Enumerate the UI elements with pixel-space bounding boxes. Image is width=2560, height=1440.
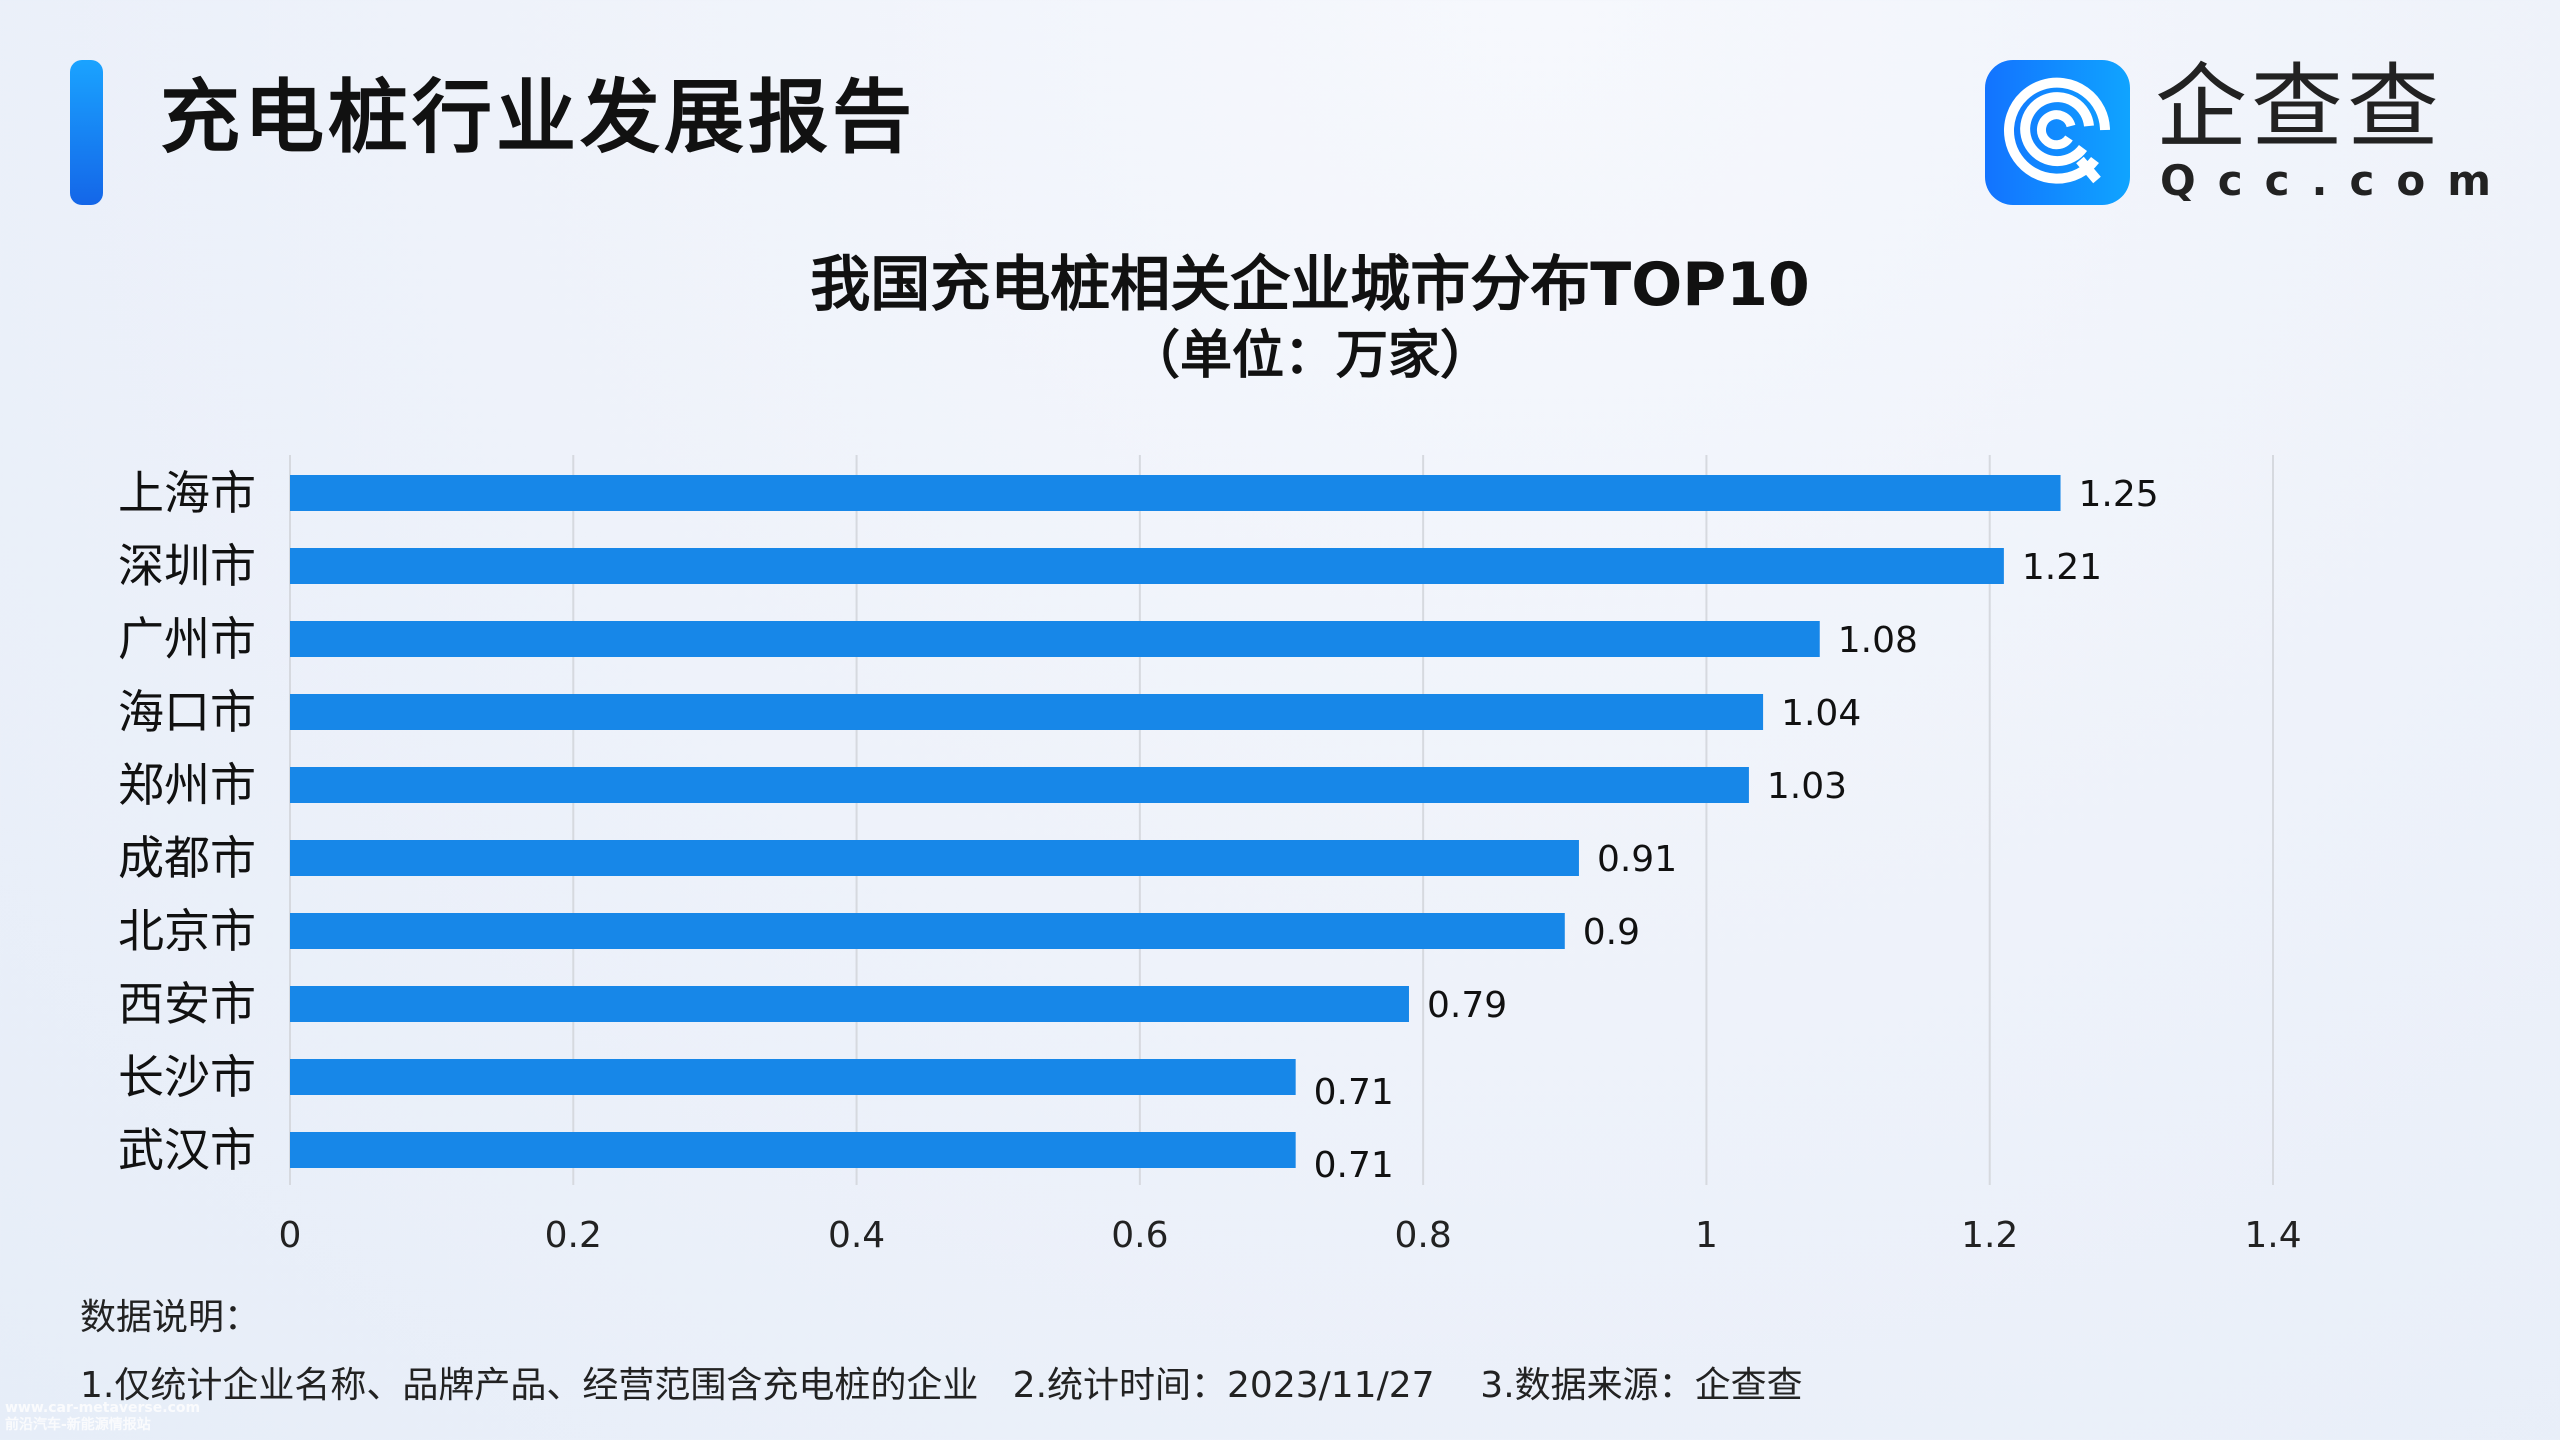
category-label: 郑州市: [118, 758, 256, 812]
category-label: 武汉市: [118, 1123, 256, 1177]
value-label: 1.03: [1767, 766, 1847, 807]
watermark-url: www.car-metaverse.com: [5, 1400, 201, 1416]
category-label: 海口市: [118, 685, 256, 739]
bar: [290, 1059, 1296, 1095]
x-tick-label: 1.2: [1961, 1215, 2018, 1256]
category-label: 北京市: [118, 904, 256, 958]
bar: [290, 840, 1579, 876]
value-label: 0.79: [1427, 985, 1507, 1026]
category-label: 长沙市: [118, 1050, 256, 1104]
value-label: 1.04: [1781, 693, 1861, 734]
x-tick-label: 0.8: [1395, 1215, 1452, 1256]
bar: [290, 767, 1749, 803]
category-label: 西安市: [118, 977, 256, 1031]
report-title: 充电桩行业发展报告: [160, 71, 916, 164]
category-label: 上海市: [118, 466, 256, 520]
value-label: 0.9: [1583, 912, 1640, 953]
watermark: www.car-metaverse.com 前沿汽车-新能源情报站: [5, 1400, 200, 1434]
x-tick-label: 0: [279, 1215, 302, 1256]
header-accent-bar: [70, 60, 103, 205]
x-tick-label: 0.2: [545, 1215, 602, 1256]
value-label: 0.71: [1314, 1145, 1394, 1186]
bar-chart: 0 0.2 0.4 0.6 0.8 1 1.2 1.4 上海市 1.25 深圳市 1.21 广州市 1.0…: [118, 455, 2302, 1256]
value-label: 1.21: [2022, 547, 2102, 588]
category-label: 成都市: [118, 831, 256, 885]
chart-title: 我国充电桩相关企业城市分布TOP10: [810, 250, 1810, 320]
bar: [290, 475, 2061, 511]
x-tick-label: 0.4: [828, 1215, 885, 1256]
bar: [290, 621, 1820, 657]
bar: [290, 1132, 1296, 1168]
logo-text-cn: 企查查: [2155, 54, 2444, 161]
category-label: 深圳市: [118, 539, 256, 593]
notes-line: 1.仅统计企业名称、品牌产品、经营范围含充电桩的企业 2.统计时间：2023/1…: [80, 1365, 1803, 1406]
bar: [290, 548, 2004, 584]
category-label: 广州市: [118, 612, 256, 666]
bar: [290, 913, 1565, 949]
watermark-site: 前沿汽车-新能源情报站: [5, 1416, 151, 1433]
bar: [290, 694, 1764, 730]
value-label: 1.25: [2079, 474, 2159, 515]
x-tick-label: 0.6: [1111, 1215, 1168, 1256]
qcc-logo-icon: [1985, 60, 2130, 205]
x-tick-label: 1.4: [2244, 1215, 2301, 1256]
value-label: 1.08: [1838, 620, 1918, 661]
value-label: 0.91: [1597, 839, 1677, 880]
bar: [290, 986, 1409, 1022]
notes-heading: 数据说明：: [80, 1297, 261, 1338]
x-tick-label: 1: [1695, 1215, 1718, 1256]
value-label: 0.71: [1314, 1072, 1394, 1113]
chart-subtitle: （单位：万家）: [1127, 326, 1492, 386]
logo-text-en: Qcc.com: [2160, 156, 2513, 205]
